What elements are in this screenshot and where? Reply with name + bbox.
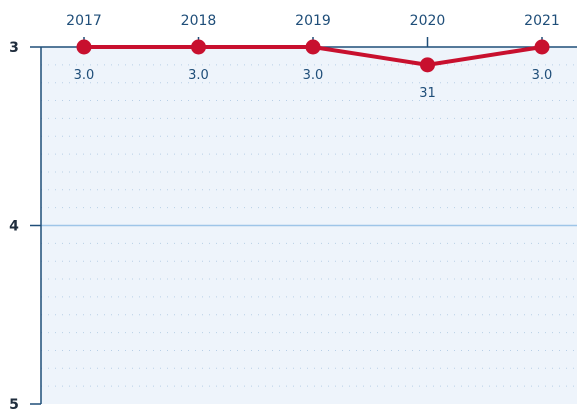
data-point [534, 39, 550, 55]
x-tick-label: 2020 [410, 13, 446, 29]
y-tick-label: 4 [9, 219, 19, 235]
data-point [420, 57, 435, 73]
data-labels: 3.0 3.0 3.0 31 3.0 [74, 68, 553, 101]
data-point [191, 39, 206, 55]
series-group [76, 39, 550, 73]
y-tick-label: 3 [9, 40, 19, 56]
x-tick-label: 2019 [295, 13, 331, 29]
data-point [76, 39, 92, 55]
data-point [305, 39, 321, 55]
x-tick-label: 2018 [181, 13, 217, 29]
x-tick-label: 2017 [66, 13, 102, 29]
y-axis-ticks: 3 4 5 [9, 40, 41, 412]
data-label: 3.0 [188, 68, 209, 83]
x-tick-label: 2021 [524, 13, 560, 29]
data-label: 3.0 [74, 68, 95, 83]
data-label: 3.0 [532, 68, 553, 83]
data-label: 31 [419, 86, 436, 101]
data-label: 3.0 [303, 68, 324, 83]
x-axis-ticks: 2017 2018 2019 2020 2021 [66, 13, 560, 47]
y-tick-label: 5 [9, 397, 19, 412]
